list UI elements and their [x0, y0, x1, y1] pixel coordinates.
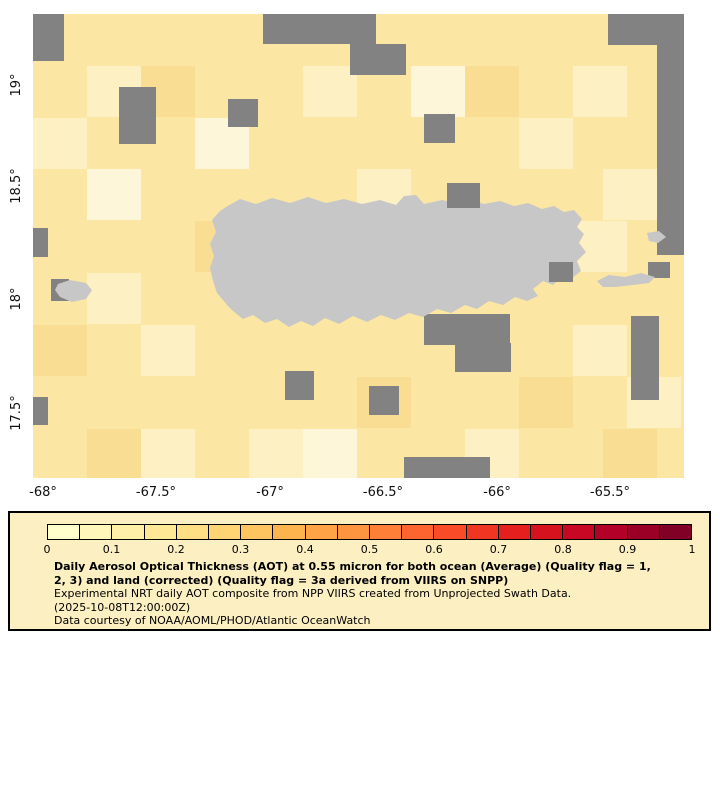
y-axis-label: 18°: [9, 287, 24, 310]
colorbar-tick-label: 0.6: [425, 543, 443, 556]
colorbar-segment: [531, 525, 564, 539]
colorbar-tick-label: 0.4: [296, 543, 314, 556]
colorbar-tick-label: 0.3: [231, 543, 250, 556]
colorbar-segment: [209, 525, 242, 539]
vieques-island: [597, 273, 655, 287]
missing-data-cell: [657, 14, 684, 255]
colorbar-tick-label: 0.5: [360, 543, 379, 556]
aot-grid-cell: [573, 221, 627, 272]
missing-data-cell: [631, 316, 659, 400]
missing-data-cell: [263, 14, 376, 44]
colorbar-tick-label: 0.8: [554, 543, 572, 556]
missing-data-cell: [549, 262, 573, 282]
puerto-rico-island: [210, 195, 586, 327]
x-axis-label: -67.5°: [136, 485, 176, 500]
colorbar-segment: [144, 525, 177, 539]
missing-data-cell: [424, 114, 455, 143]
missing-data-cell: [608, 14, 657, 45]
missing-data-cell: [33, 228, 48, 257]
legend-text: Daily Aerosol Optical Thickness (AOT) at…: [54, 560, 705, 628]
missing-data-cell: [350, 44, 406, 75]
aot-grid-cell: [249, 429, 303, 478]
aot-grid-cell: [87, 273, 141, 324]
colorbar-segment: [273, 525, 306, 539]
colorbar-segment: [305, 525, 338, 539]
missing-data-cell: [404, 457, 490, 478]
aot-grid-cell: [465, 66, 519, 117]
colorbar-tick-label: 1: [688, 543, 696, 556]
aot-grid-cell: [573, 66, 627, 117]
missing-data-cell: [369, 386, 399, 415]
colorbar-segment: [80, 525, 113, 539]
aot-grid-cell: [33, 118, 87, 169]
colorbar-segment: [48, 525, 81, 539]
culebra-island: [647, 231, 666, 243]
aot-grid-cell: [603, 169, 657, 220]
colorbar-tick-label: 0.9: [618, 543, 637, 556]
aot-grid-cell: [603, 429, 657, 478]
colorbar-segment: [563, 525, 596, 539]
colorbar-tick-label: 0.7: [489, 543, 508, 556]
missing-data-cell: [33, 397, 48, 425]
missing-data-cell: [119, 87, 156, 144]
missing-data-cell: [447, 183, 480, 208]
aot-map: 19° 18.5° 18° 17.5° -68° -67.5° -67° -66.5° -66°…: [9, 14, 684, 500]
missing-data-cell: [424, 314, 510, 345]
legend-info-line: Experimental NRT daily AOT composite fro…: [54, 587, 572, 600]
colorbar: [47, 524, 692, 540]
x-axis-label: -66°: [483, 485, 511, 500]
mona-island: [55, 280, 92, 302]
colorbar-tick-label: 0.2: [167, 543, 185, 556]
colorbar-tick-label: 0.1: [102, 543, 121, 556]
missing-data-cell: [455, 343, 511, 372]
colorbar-segment: [498, 525, 532, 539]
colorbar-segment: [659, 525, 692, 539]
legend-info-line: Data courtesy of NOAA/AOML/PHOD/Atlantic…: [54, 614, 371, 627]
x-axis-label: -65.5°: [590, 485, 630, 500]
x-axis-label: -66.5°: [363, 485, 403, 500]
legend-title-line: 2, 3) and land (corrected) (Quality flag…: [54, 573, 509, 587]
y-axis-label: 18.5°: [9, 168, 24, 203]
x-axis-label: -67°: [256, 485, 284, 500]
legend-title-line: Daily Aerosol Optical Thickness (AOT) at…: [54, 560, 651, 573]
aot-grid-cell: [519, 377, 573, 428]
colorbar-segment: [466, 525, 499, 539]
colorbar-segment: [595, 525, 628, 539]
aot-grid-cell: [87, 169, 141, 220]
missing-data-cell: [648, 262, 670, 278]
y-axis-label: 19°: [9, 73, 24, 96]
aot-grid-cell: [141, 429, 195, 478]
missing-data-cell: [33, 14, 64, 61]
colorbar-segment: [627, 525, 660, 539]
missing-data-cell: [285, 371, 314, 400]
legend-info-line: (2025-10-08T12:00:00Z): [54, 600, 191, 614]
aot-grid-cell: [87, 429, 141, 478]
aot-grid-cell: [573, 325, 627, 376]
aot-grid-cell: [303, 429, 357, 478]
aot-grid-cell: [33, 325, 87, 376]
colorbar-segment: [112, 525, 145, 539]
colorbar-segment: [370, 525, 403, 539]
x-axis-label: -68°: [29, 485, 57, 500]
colorbar-tick-labels: 0 0.1 0.2 0.3 0.4 0.5 0.6 0.7 0.8 0.9 1: [10, 543, 709, 557]
colorbar-segment: [402, 525, 435, 539]
colorbar-segment: [337, 525, 371, 539]
aot-grid-cell: [303, 66, 357, 117]
aot-grid-cell: [141, 325, 195, 376]
aot-grid-cell: [519, 118, 573, 169]
colorbar-segment: [241, 525, 274, 539]
colorbar-tick-label: 0: [43, 543, 51, 556]
y-axis-label: 17.5°: [9, 395, 24, 430]
legend-box: 0 0.1 0.2 0.3 0.4 0.5 0.6 0.7 0.8 0.9 1 Daily Aero…: [8, 511, 711, 631]
missing-data-cell: [228, 99, 258, 127]
colorbar-segment: [176, 525, 210, 539]
aot-grid-cell: [411, 66, 465, 117]
colorbar-segment: [434, 525, 467, 539]
